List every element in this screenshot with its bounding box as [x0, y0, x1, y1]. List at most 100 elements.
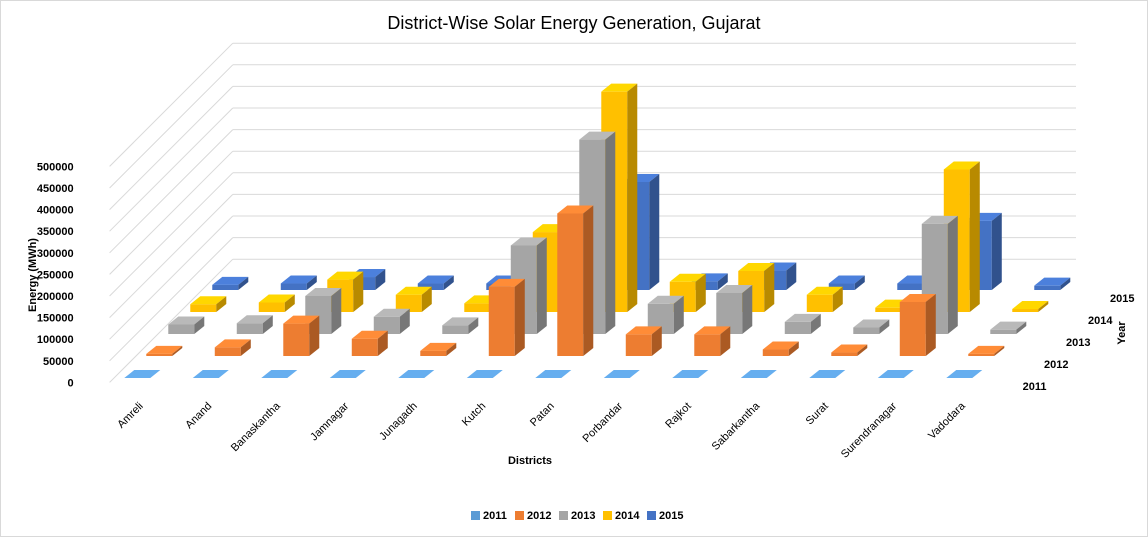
- bar-top: [943, 161, 980, 170]
- bar-2013-amreli: [168, 316, 205, 334]
- y-tick-label: 150000: [37, 313, 74, 325]
- bar-2012-kutch: [488, 278, 525, 356]
- bar-2011-vadodara: [946, 370, 983, 378]
- bar-2012-anand: [214, 339, 251, 356]
- bar-front: [168, 324, 195, 334]
- bar-top: [327, 271, 364, 280]
- bar-top: [442, 317, 479, 326]
- x-axis-title: Districts: [508, 455, 552, 467]
- bar-front: [214, 347, 241, 356]
- bar-side: [947, 215, 958, 334]
- bar-2014-vadodara: [1012, 300, 1049, 312]
- bar-top: [258, 294, 295, 303]
- bar-side: [583, 205, 594, 356]
- bar-top: [1012, 300, 1049, 309]
- bar-top: [398, 370, 435, 378]
- bar-2012-jamnagar: [351, 330, 388, 356]
- bar-2013-vadodara: [990, 321, 1027, 334]
- legend-swatch: [559, 511, 568, 520]
- bar-front: [488, 286, 515, 356]
- y-tick-label: 500000: [37, 161, 74, 173]
- bar-2012-rajkot: [694, 326, 731, 356]
- bar-top: [190, 296, 227, 305]
- depth-tick-label: 2015: [1110, 293, 1134, 305]
- bar-2011-banaskantha: [261, 370, 298, 378]
- category-label: Anand: [183, 400, 214, 431]
- bar-top: [280, 275, 317, 284]
- bar-side: [284, 294, 295, 312]
- bar-2012-vadodara: [968, 345, 1005, 356]
- bar-top: [806, 286, 843, 295]
- legend-label: 2012: [527, 510, 551, 522]
- bar-side: [262, 315, 273, 334]
- bar-side: [309, 315, 320, 356]
- category-label: Amreli: [115, 400, 146, 431]
- bar-top: [373, 308, 410, 317]
- bar-side: [764, 262, 775, 312]
- bar-top: [168, 316, 205, 325]
- bar-side: [514, 278, 525, 356]
- category-label: Surat: [804, 400, 831, 427]
- bar-2012-surat: [831, 344, 868, 356]
- bar-top: [557, 205, 594, 214]
- y-tick-label: 300000: [37, 248, 74, 260]
- bar-top: [488, 278, 525, 287]
- bar-top: [784, 313, 821, 322]
- gridline-side: [109, 194, 234, 318]
- bar-top: [351, 330, 388, 339]
- depth-tick-label: 2011: [1023, 381, 1047, 393]
- bar-side: [786, 262, 797, 290]
- bar-2014-jamnagar: [395, 286, 432, 312]
- bar-top: [921, 215, 958, 224]
- bar-top: [603, 370, 640, 378]
- bar-2012-junagadh: [420, 342, 457, 356]
- legend-swatch: [471, 511, 480, 520]
- category-label: Vadodara: [926, 400, 968, 442]
- bars: [124, 83, 1071, 378]
- bar-top: [853, 319, 890, 328]
- y-tick-label: 250000: [37, 269, 74, 281]
- bar-front: [258, 302, 285, 312]
- bar-2014-amreli: [190, 296, 227, 312]
- bar-side: [240, 339, 251, 356]
- bar-side: [695, 273, 706, 312]
- category-label: Patan: [528, 400, 557, 429]
- legend-item-2011: 2011: [471, 510, 507, 522]
- bar-top: [261, 370, 298, 378]
- y-tick-label: 100000: [37, 334, 74, 346]
- legend-swatch: [515, 511, 524, 520]
- bar-top: [417, 275, 454, 284]
- y-tick-label: 0: [67, 377, 73, 389]
- bar-side: [1060, 277, 1071, 290]
- bar-2011-surendranagar: [877, 370, 914, 378]
- bar-side: [994, 345, 1005, 356]
- bar-top: [601, 83, 638, 92]
- bar-side: [969, 161, 980, 312]
- bar-2013-anand: [236, 315, 273, 334]
- category-label: Porbandar: [580, 400, 625, 445]
- bar-side: [331, 287, 342, 334]
- gridline-side: [109, 172, 234, 297]
- bar-top: [694, 326, 731, 335]
- gridline-side: [109, 64, 234, 189]
- bar-top: [395, 286, 432, 295]
- legend-label: 2011: [483, 510, 507, 522]
- category-label: Jamnagar: [308, 400, 351, 443]
- bar-front: [420, 350, 447, 356]
- category-label: Rajkot: [663, 400, 694, 431]
- depth-tick-label: 2012: [1044, 359, 1068, 371]
- bar-side: [673, 295, 684, 334]
- bar-side: [810, 313, 821, 334]
- bar-2012-patan: [557, 205, 594, 356]
- bar-2015-amreli: [212, 276, 249, 290]
- bar-side: [1016, 321, 1027, 334]
- legend-swatch: [603, 511, 612, 520]
- bar-front: [236, 323, 263, 334]
- bar-side: [788, 341, 799, 356]
- bar-front: [625, 334, 652, 356]
- bar-side: [991, 212, 1002, 290]
- bar-top: [647, 295, 684, 304]
- bar-side: [172, 345, 183, 356]
- depth-axis-title: Year: [1116, 321, 1128, 345]
- gridline-side: [109, 129, 234, 254]
